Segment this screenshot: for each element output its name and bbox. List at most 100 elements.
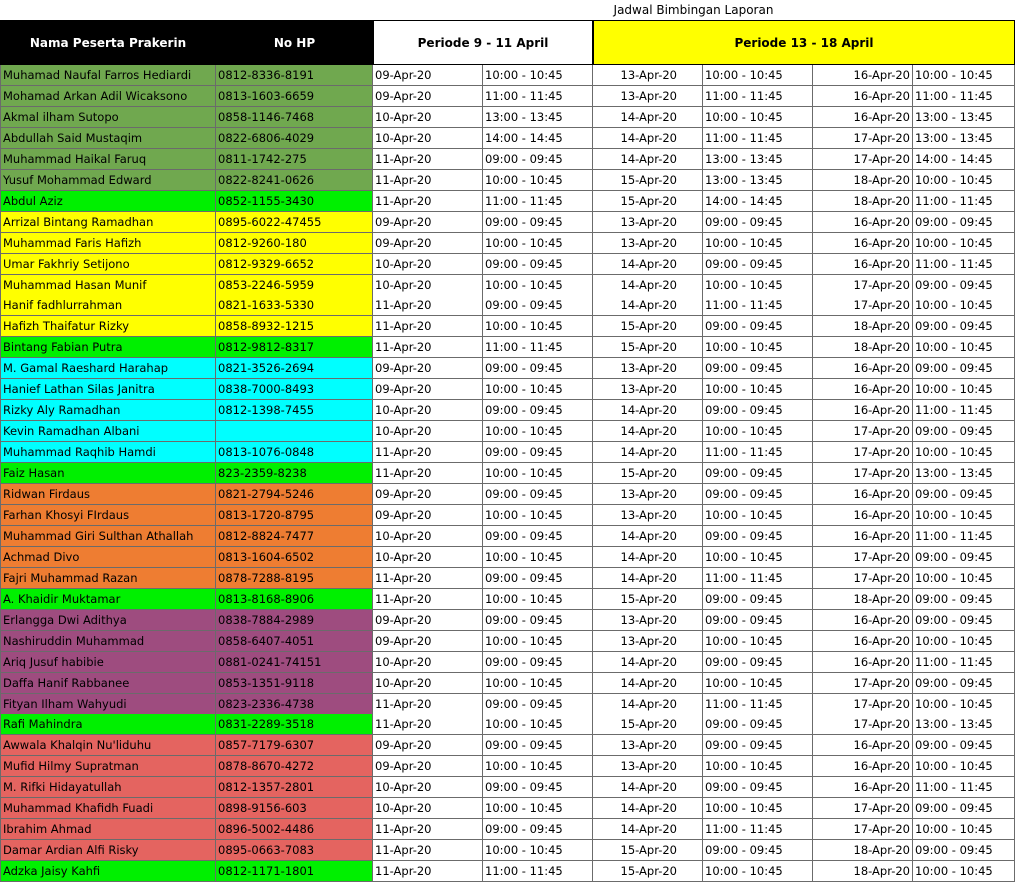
date-period-1[interactable]: 11-Apr-20 <box>373 337 483 359</box>
date-period-1[interactable]: 11-Apr-20 <box>373 463 483 485</box>
date-period-1[interactable]: 11-Apr-20 <box>373 442 483 464</box>
date-period-2a[interactable]: 13-Apr-20 <box>593 85 703 107</box>
phone-number[interactable]: 0895-0663-7083 <box>216 840 373 862</box>
date-period-1[interactable]: 10-Apr-20 <box>373 651 483 673</box>
date-period-2a[interactable]: 13-Apr-20 <box>593 735 703 757</box>
time-period-2a[interactable]: 11:00 - 11:45 <box>703 693 813 715</box>
time-period-2a[interactable]: 09:00 - 09:45 <box>703 525 813 547</box>
date-period-2b[interactable]: 18-Apr-20 <box>813 190 913 212</box>
participant-name[interactable]: Adzka Jaisy Kahfi <box>0 861 216 882</box>
phone-number[interactable]: 0812-8336-8191 <box>216 65 373 86</box>
date-period-2a[interactable]: 14-Apr-20 <box>593 106 703 128</box>
date-period-2a[interactable]: 14-Apr-20 <box>593 525 703 547</box>
date-period-2a[interactable]: 14-Apr-20 <box>593 148 703 170</box>
time-period-1[interactable]: 11:00 - 11:45 <box>483 85 593 107</box>
phone-number[interactable] <box>216 421 373 443</box>
date-period-2b[interactable]: 17-Apr-20 <box>813 693 913 715</box>
date-period-1[interactable]: 11-Apr-20 <box>373 316 483 338</box>
date-period-2a[interactable]: 13-Apr-20 <box>593 211 703 233</box>
time-period-2a[interactable]: 09:00 - 09:45 <box>703 714 813 736</box>
participant-name[interactable]: Muhammad Faris Hafizh <box>0 232 216 254</box>
participant-name[interactable]: Muhammad Khafidh Fuadi <box>0 798 216 820</box>
date-period-2b[interactable]: 16-Apr-20 <box>813 85 913 107</box>
participant-name[interactable]: Fityan Ilham Wahyudi <box>0 693 216 715</box>
participant-name[interactable]: A. Khaidir Muktamar <box>0 588 216 610</box>
time-period-2a[interactable]: 09:00 - 09:45 <box>703 588 813 610</box>
participant-name[interactable]: Daffa Hanif Rabbanee <box>0 672 216 694</box>
date-period-2a[interactable]: 13-Apr-20 <box>593 484 703 505</box>
date-period-1[interactable]: 09-Apr-20 <box>373 379 483 401</box>
time-period-2b[interactable]: 10:00 - 10:45 <box>913 232 1015 254</box>
time-period-1[interactable]: 10:00 - 10:45 <box>483 232 593 254</box>
time-period-1[interactable]: 09:00 - 09:45 <box>483 484 593 505</box>
date-period-2a[interactable]: 14-Apr-20 <box>593 693 703 715</box>
time-period-1[interactable]: 10:00 - 10:45 <box>483 588 593 610</box>
time-period-2a[interactable]: 09:00 - 09:45 <box>703 253 813 275</box>
time-period-1[interactable]: 10:00 - 10:45 <box>483 840 593 862</box>
time-period-2b[interactable]: 10:00 - 10:45 <box>913 295 1015 317</box>
participant-name[interactable]: Muhammad Hasan Munif <box>0 274 216 296</box>
date-period-2b[interactable]: 16-Apr-20 <box>813 211 913 233</box>
time-period-2a[interactable]: 10:00 - 10:45 <box>703 798 813 820</box>
date-period-1[interactable]: 09-Apr-20 <box>373 232 483 254</box>
phone-number[interactable]: 0881-0241-74151 <box>216 651 373 673</box>
phone-number[interactable]: 0822-6806-4029 <box>216 127 373 149</box>
time-period-1[interactable]: 09:00 - 09:45 <box>483 211 593 233</box>
phone-number[interactable]: 0821-3526-2694 <box>216 358 373 380</box>
participant-name[interactable]: Faiz Hasan <box>0 463 216 485</box>
date-period-1[interactable]: 11-Apr-20 <box>373 819 483 841</box>
date-period-1[interactable]: 11-Apr-20 <box>373 295 483 317</box>
phone-number[interactable]: 0852-1155-3430 <box>216 190 373 212</box>
phone-number[interactable]: 823-2359-8238 <box>216 463 373 485</box>
date-period-2b[interactable]: 18-Apr-20 <box>813 588 913 610</box>
time-period-2a[interactable]: 09:00 - 09:45 <box>703 777 813 799</box>
participant-name[interactable]: Ridwan Firdaus <box>0 484 216 505</box>
date-period-2a[interactable]: 13-Apr-20 <box>593 630 703 652</box>
date-period-2b[interactable]: 16-Apr-20 <box>813 777 913 799</box>
time-period-2b[interactable]: 09:00 - 09:45 <box>913 588 1015 610</box>
participant-name[interactable]: Rizky Aly Ramadhan <box>0 400 216 422</box>
participant-name[interactable]: Rafi Mahindra <box>0 714 216 736</box>
date-period-2b[interactable]: 17-Apr-20 <box>813 567 913 589</box>
time-period-2a[interactable]: 11:00 - 11:45 <box>703 567 813 589</box>
date-period-2a[interactable]: 13-Apr-20 <box>593 358 703 380</box>
date-period-1[interactable]: 10-Apr-20 <box>373 672 483 694</box>
date-period-1[interactable]: 11-Apr-20 <box>373 190 483 212</box>
time-period-2b[interactable]: 11:00 - 11:45 <box>913 400 1015 422</box>
phone-number[interactable]: 0858-6407-4051 <box>216 630 373 652</box>
time-period-2b[interactable]: 10:00 - 10:45 <box>913 504 1015 526</box>
time-period-2b[interactable]: 09:00 - 09:45 <box>913 840 1015 862</box>
time-period-1[interactable]: 09:00 - 09:45 <box>483 651 593 673</box>
participant-name[interactable]: Hanif fadhlurrahman <box>0 295 216 317</box>
phone-number[interactable]: 0812-9260-180 <box>216 232 373 254</box>
date-period-2b[interactable]: 16-Apr-20 <box>813 630 913 652</box>
date-period-1[interactable]: 09-Apr-20 <box>373 609 483 631</box>
date-period-2b[interactable]: 16-Apr-20 <box>813 106 913 128</box>
participant-name[interactable]: Hafizh Thaifatur Rizky <box>0 316 216 338</box>
phone-number[interactable]: 0813-8168-8906 <box>216 588 373 610</box>
time-period-2b[interactable]: 13:00 - 13:45 <box>913 106 1015 128</box>
phone-number[interactable]: 0858-1146-7468 <box>216 106 373 128</box>
time-period-1[interactable]: 09:00 - 09:45 <box>483 693 593 715</box>
time-period-1[interactable]: 10:00 - 10:45 <box>483 630 593 652</box>
time-period-1[interactable]: 11:00 - 11:45 <box>483 190 593 212</box>
participant-name[interactable]: Muhamad Naufal Farros Hediardi <box>0 65 216 86</box>
date-period-2a[interactable]: 14-Apr-20 <box>593 777 703 799</box>
date-period-2a[interactable]: 14-Apr-20 <box>593 546 703 568</box>
time-period-1[interactable]: 10:00 - 10:45 <box>483 169 593 191</box>
time-period-2a[interactable]: 10:00 - 10:45 <box>703 630 813 652</box>
time-period-2b[interactable]: 09:00 - 09:45 <box>913 484 1015 505</box>
phone-number[interactable]: 0821-1633-5330 <box>216 295 373 317</box>
participant-name[interactable]: M. Rifki Hidayatullah <box>0 777 216 799</box>
time-period-1[interactable]: 10:00 - 10:45 <box>483 756 593 778</box>
phone-number[interactable]: 0813-1076-0848 <box>216 442 373 464</box>
time-period-2b[interactable]: 09:00 - 09:45 <box>913 421 1015 443</box>
date-period-2b[interactable]: 16-Apr-20 <box>813 379 913 401</box>
date-period-1[interactable]: 11-Apr-20 <box>373 693 483 715</box>
date-period-2b[interactable]: 16-Apr-20 <box>813 609 913 631</box>
date-period-2a[interactable]: 14-Apr-20 <box>593 567 703 589</box>
time-period-2b[interactable]: 11:00 - 11:45 <box>913 525 1015 547</box>
date-period-2b[interactable]: 17-Apr-20 <box>813 672 913 694</box>
time-period-1[interactable]: 14:00 - 14:45 <box>483 127 593 149</box>
time-period-2a[interactable]: 09:00 - 09:45 <box>703 840 813 862</box>
